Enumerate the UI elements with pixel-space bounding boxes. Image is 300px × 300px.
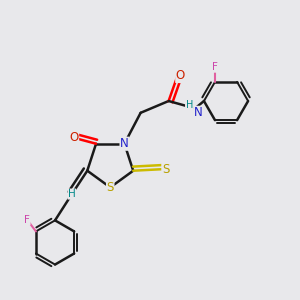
Text: H: H	[68, 189, 76, 199]
Text: O: O	[69, 131, 79, 144]
Text: O: O	[176, 70, 185, 83]
Text: N: N	[194, 106, 203, 119]
Text: S: S	[106, 181, 114, 194]
Text: H: H	[185, 100, 193, 110]
Text: F: F	[24, 214, 30, 225]
Text: N: N	[120, 137, 129, 150]
Text: F: F	[212, 62, 218, 72]
Text: S: S	[162, 163, 169, 176]
